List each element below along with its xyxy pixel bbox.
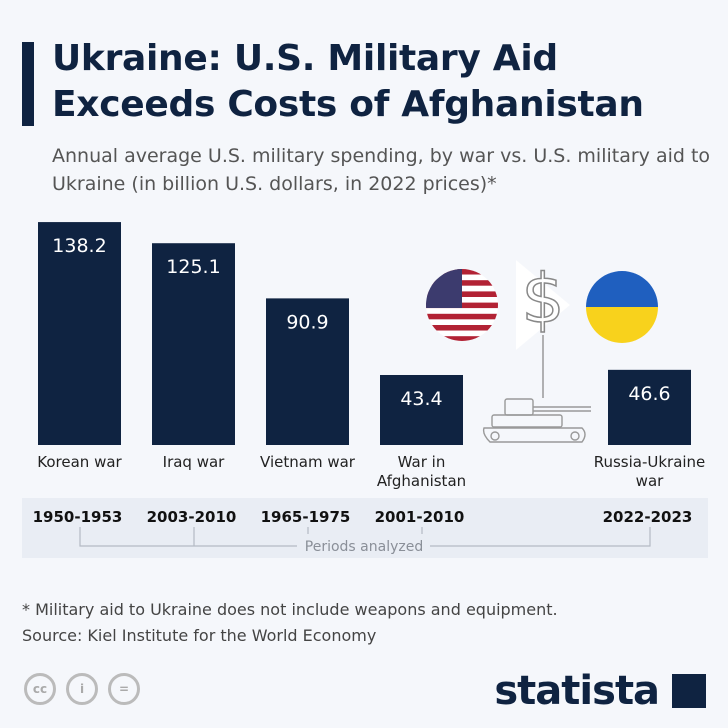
bar [380,374,463,445]
period-label: 1965-1975 [261,508,351,526]
period-label: 2003-2010 [147,508,237,526]
tank-icon [482,398,591,443]
category-label: Vietnam war [260,453,356,471]
category-label: Afghanistan [377,472,466,490]
title-accent [22,42,34,126]
attribution-icon: i [66,673,98,705]
bar [38,222,121,445]
periods-band [22,498,708,558]
no-derivatives-icon: = [108,673,140,705]
category-label: Korean war [37,453,122,471]
bar [152,243,235,445]
brand-text: statista [494,668,660,714]
category-label: War in [398,453,446,471]
periods-analyzed-label: Periods analyzed [305,539,423,555]
bar [266,298,349,445]
data-label: 138.2 [52,235,106,257]
dollar-icon: $ [516,259,570,398]
page-title: Ukraine: U.S. Military Aid Exceeds Costs… [52,38,644,125]
svg-text:$: $ [521,260,564,339]
data-label: 46.6 [628,383,670,405]
period-label: 1950-1953 [33,508,123,526]
statista-logo: statista [494,668,706,714]
source: Source: Kiel Institute for the World Eco… [22,626,377,645]
category-label: Iraq war [163,453,226,471]
period-bracket [79,527,651,547]
category-label: war [636,472,664,490]
period-label: 2001-2010 [375,508,465,526]
data-label: 125.1 [166,256,220,278]
category-label: Russia-Ukraine [594,453,706,471]
cc-icon: cc [24,673,56,705]
ukraine-flag-icon [586,271,658,343]
data-label: 43.4 [400,388,442,410]
subtitle: Annual average U.S. military spending, b… [52,145,711,195]
footnote: * Military aid to Ukraine does not inclu… [22,600,558,619]
us-flag-icon [426,269,498,341]
bar [608,369,691,445]
period-label: 2022-2023 [603,508,693,526]
data-label: 90.9 [286,311,328,333]
